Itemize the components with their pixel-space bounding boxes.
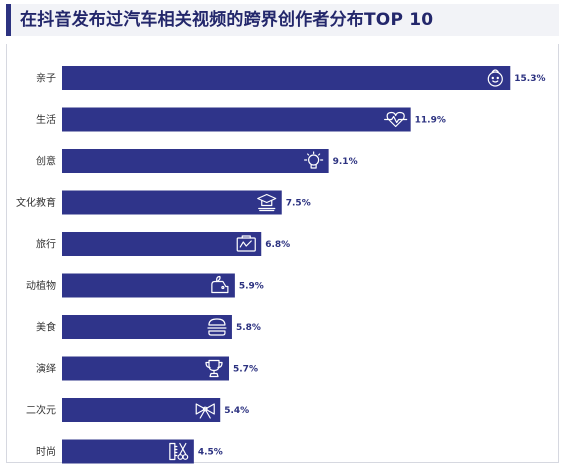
travel-map-icon (236, 235, 256, 252)
category-label: 二次元 (26, 404, 56, 417)
category-label: 旅行 (36, 238, 56, 251)
value-label: 4.5% (198, 448, 223, 458)
scissors-comb-icon (169, 442, 189, 461)
category-label: 动植物 (26, 279, 56, 292)
plant-animal-icon (211, 275, 229, 294)
bar (62, 356, 230, 381)
bar (62, 149, 329, 173)
bow-icon (195, 403, 215, 419)
value-label: 5.8% (236, 323, 261, 333)
value-label: 7.5% (286, 199, 311, 209)
category-label: 时尚 (36, 445, 56, 458)
category-label: 亲子 (36, 72, 56, 85)
bar (62, 232, 262, 256)
bar (62, 273, 235, 298)
heart-pulse-icon (384, 111, 408, 128)
value-label: 5.7% (233, 365, 258, 375)
value-label: 9.1% (333, 157, 358, 167)
bar (62, 315, 232, 339)
lightbulb-icon (304, 151, 324, 169)
category-label: 创意 (36, 155, 56, 168)
header-accent-bar (6, 4, 11, 36)
chart-frame (6, 44, 559, 463)
value-label: 11.9% (415, 116, 446, 126)
value-label: 5.4% (224, 406, 249, 416)
value-label: 5.9% (239, 282, 264, 292)
trophy-icon (205, 359, 223, 378)
category-label: 生活 (36, 113, 56, 126)
chart-header: 在抖音发布过汽车相关视频的跨界创作者分布TOP 10 (6, 4, 559, 36)
bar (62, 398, 221, 422)
value-label: 6.8% (265, 240, 290, 250)
value-label: 15.3% (514, 74, 545, 84)
bar (62, 190, 282, 215)
category-label: 演绎 (36, 362, 56, 375)
burger-icon (207, 318, 227, 336)
category-label: 美食 (36, 321, 56, 334)
graduation-cap-icon (257, 193, 277, 212)
bar (62, 66, 511, 90)
bar (62, 107, 411, 132)
category-label: 文化教育 (16, 196, 56, 209)
chart-title: 在抖音发布过汽车相关视频的跨界创作者分布TOP 10 (20, 10, 434, 30)
baby-face-icon (487, 69, 503, 87)
